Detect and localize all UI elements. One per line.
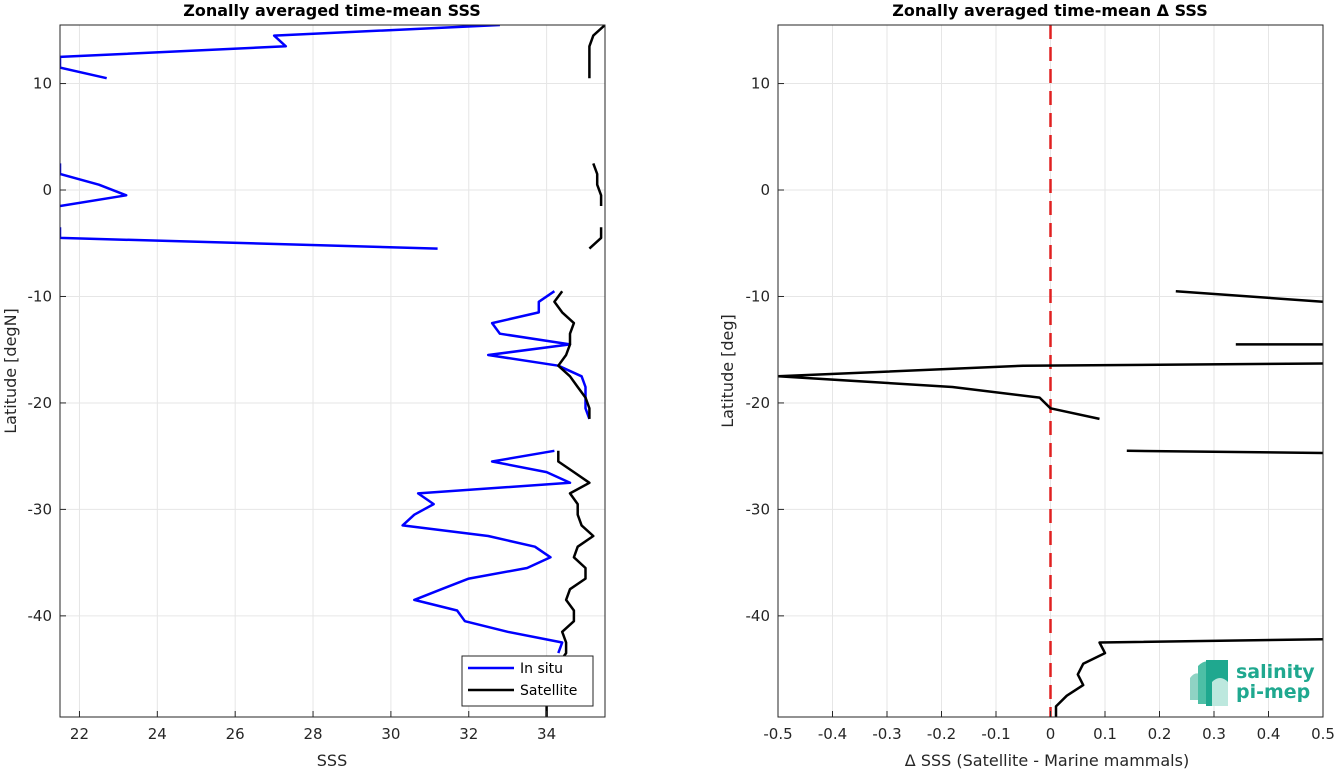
- logo-text-line1: salinity: [1236, 661, 1315, 683]
- sss-y-tick-label: 0: [42, 181, 52, 199]
- delta-sss-title: Zonally averaged time-mean Δ SSS: [892, 1, 1208, 20]
- delta-sss-y-axis-label: Latitude [deg]: [718, 314, 737, 428]
- sss-series-in-situ-line: [60, 163, 128, 208]
- delta-sss-y-tick-label: -10: [746, 287, 771, 305]
- delta-sss-y-tick-label: -40: [746, 607, 771, 625]
- sss-panel: 22 24 26 28 30 32 34 10 0 -10 -20 -30 -40 Zonally av…: [1, 1, 606, 769]
- sss-y-tick-label: -30: [28, 500, 53, 518]
- sss-series-satellite-line: [588, 25, 605, 79]
- sss-y-tick-label: -10: [28, 287, 53, 305]
- sss-series-satellite-line: [592, 162, 603, 206]
- delta-sss-series-lines: [778, 25, 1323, 717]
- logo-wave-icon: [1190, 660, 1228, 706]
- sss-legend: In situ Satellite: [461, 655, 594, 707]
- legend-label-satellite: Satellite: [520, 683, 577, 699]
- salinity-pi-mep-logo: salinity pi-mep: [1190, 660, 1315, 706]
- sss-y-axis-label: Latitude [degN]: [1, 308, 20, 434]
- sss-x-tick-label: 22: [70, 725, 89, 743]
- sss-x-tick-label: 28: [303, 725, 322, 743]
- sss-y-tick-label: -40: [28, 607, 53, 625]
- delta-sss-y-tick-label: -20: [746, 394, 771, 412]
- delta-sss-x-tick-label: 0.3: [1202, 725, 1226, 743]
- sss-axes-box: [59, 24, 606, 718]
- sss-series-in-situ-line: [486, 290, 591, 420]
- delta-sss-series-delta-line: [1175, 289, 1323, 304]
- sss-y-tick-label: -20: [28, 394, 53, 412]
- legend-box: [461, 655, 594, 707]
- sss-x-tick-label: 24: [148, 725, 167, 743]
- sss-x-axis-label: SSS: [317, 751, 347, 769]
- delta-sss-tick-labels: -0.5 -0.4 -0.3 -0.2 -0.1 0 0.1 0.2 0.3 0.4 0.5 10 0 -…: [746, 75, 1335, 743]
- sss-title: Zonally averaged time-mean SSS: [183, 1, 481, 20]
- delta-sss-x-tick-label: 0.2: [1148, 725, 1172, 743]
- delta-sss-x-tick-label: 0: [1046, 725, 1056, 743]
- delta-sss-x-tick-label: -0.3: [872, 725, 901, 743]
- delta-sss-y-tick-label: 10: [751, 75, 770, 93]
- delta-sss-x-tick-label: 0.4: [1257, 725, 1281, 743]
- delta-sss-x-tick-label: -0.1: [981, 725, 1010, 743]
- sss-series-satellite-line: [553, 290, 591, 419]
- delta-sss-series-delta-line: [1126, 449, 1323, 455]
- delta-sss-y-tick-label: -30: [746, 500, 771, 518]
- sss-grid: [60, 25, 605, 717]
- sss-series-in-situ-line: [401, 449, 572, 654]
- sss-series-in-situ-line: [60, 25, 500, 80]
- delta-sss-x-tick-label: -0.4: [818, 725, 847, 743]
- sss-x-tick-label: 26: [226, 725, 245, 743]
- logo-text-line2: pi-mep: [1236, 681, 1310, 703]
- sss-series-lines: [60, 25, 605, 717]
- sss-x-tick-label: 32: [459, 725, 478, 743]
- delta-sss-x-tick-label: -0.2: [927, 725, 956, 743]
- delta-sss-x-tick-label: -0.5: [763, 725, 792, 743]
- delta-sss-x-tick-label: 0.1: [1093, 725, 1117, 743]
- delta-sss-panel: -0.5 -0.4 -0.3 -0.2 -0.1 0 0.1 0.2 0.3 0.4 0.5 10 0 -…: [718, 1, 1335, 769]
- sss-x-tick-label: 30: [381, 725, 400, 743]
- sss-series-satellite-line: [588, 227, 603, 250]
- delta-sss-series-delta-line: [778, 362, 1323, 421]
- delta-sss-x-tick-label: 0.5: [1311, 725, 1335, 743]
- sss-x-tick-label: 34: [537, 725, 556, 743]
- delta-sss-grid: [777, 25, 1324, 717]
- sss-y-tick-label: 10: [33, 75, 52, 93]
- delta-sss-series-delta-line: [1054, 638, 1323, 717]
- delta-sss-x-axis-label: Δ SSS (Satellite - Marine mammals): [905, 751, 1189, 769]
- sss-series-in-situ-line: [60, 227, 438, 250]
- legend-label-in-situ: In situ: [520, 661, 563, 677]
- delta-sss-y-tick-label: 0: [760, 181, 770, 199]
- sss-tick-labels: 22 24 26 28 30 32 34 10 0 -10 -20 -30 -40: [28, 75, 557, 743]
